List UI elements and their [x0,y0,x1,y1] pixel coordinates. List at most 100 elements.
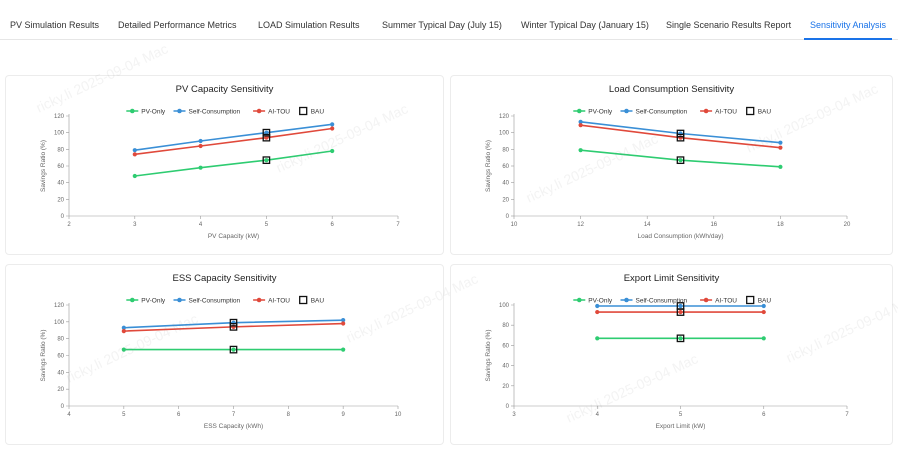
data-point [264,130,269,135]
y-tick-label: 80 [57,337,64,343]
y-axis-title: Savings Ratio (%) [40,329,47,381]
y-tick-label: 40 [57,370,64,376]
data-point [578,148,583,153]
y-tick-label: 80 [57,147,64,153]
tab-winter-typical-day[interactable]: Winter Typical Day (January 15) [521,20,649,30]
legend-label: Self-Consumption [636,297,688,304]
legend-label: AI-TOU [268,297,290,304]
x-tick-label: 9 [341,412,345,418]
legend-label: PV-Only [141,108,166,115]
legend-marker [624,297,629,303]
data-point [341,318,346,323]
data-point [341,321,346,326]
y-tick-label: 0 [506,404,510,410]
data-point [578,119,583,124]
bau-marker [262,128,271,137]
legend-label: Self-Consumption [636,108,688,115]
legend-marker [624,108,629,114]
data-point [198,143,203,149]
x-tick-label: 4 [199,222,203,228]
legend-label: BAU [758,297,772,304]
data-point [231,347,236,352]
x-tick-label: 12 [577,222,584,228]
y-tick-label: 100 [499,131,510,137]
y-tick-label: 60 [57,164,64,170]
x-tick-label: 14 [644,222,651,228]
data-point [330,148,335,154]
legend-label: AI-TOU [715,297,737,304]
data-point [761,336,766,341]
data-point [132,148,137,153]
data-point [198,138,203,144]
x-tick-label: 6 [331,222,335,228]
data-point [678,309,683,315]
x-tick-label: 6 [762,412,766,418]
x-tick-label: 8 [287,412,291,418]
legend-label: BAU [758,108,772,115]
y-tick-label: 20 [57,387,64,393]
y-tick-label: 120 [54,303,65,309]
chart-panel-export-limit: Export Limit Sensitivity PV-Only Self-Con… [450,264,893,445]
tab-summer-typical-day[interactable]: Summer Typical Day (July 15) [382,20,502,30]
x-tick-label: 2 [67,222,71,228]
bau-marker [676,334,685,343]
data-point [132,173,137,179]
chart-title: Load Consumption Sensitivity [608,84,735,95]
data-point [761,303,766,309]
x-tick-label: 5 [265,222,269,228]
tab-sensitivity-analysis[interactable]: Sensitivity Analysis [804,0,892,40]
y-axis-title: Savings Ratio (%) [40,140,47,192]
x-tick-label: 7 [232,412,236,418]
legend-marker [130,297,135,303]
legend-label: BAU [311,108,325,115]
x-tick-label: 10 [395,412,402,418]
data-point [121,347,126,352]
legend-label: AI-TOU [268,108,290,115]
x-axis-title: ESS Capacity (kWh) [204,423,263,430]
legend-label: PV-Only [588,108,613,115]
data-point [778,164,783,169]
legend-label: PV-Only [141,297,166,304]
chart-title: Export Limit Sensitivity [623,273,720,284]
data-point [330,122,335,127]
chart-svg: PV-Only Self-Consumption AI-TOU BAU 0 20 40 60 8… [485,295,849,430]
bau-marker [229,318,238,327]
legend-marker-bau [299,106,308,116]
x-tick-label: 3 [512,412,516,418]
tab-load-simulation-results[interactable]: LOAD Simulation Results [258,20,360,30]
tab-single-scenario-results-report[interactable]: Single Scenario Results Report [666,20,792,30]
data-point [121,325,126,330]
x-tick-label: 7 [845,412,849,418]
y-axis-title: Savings Ratio (%) [485,329,492,381]
legend-marker [256,108,262,114]
bau-marker [262,133,271,142]
data-point [595,336,600,341]
data-point [761,309,766,315]
x-tick-label: 4 [67,412,71,418]
x-tick-label: 4 [596,412,600,418]
series-line-pv-only [134,150,333,177]
legend-marker [177,108,182,114]
data-point [678,303,683,309]
y-tick-label: 40 [502,181,509,187]
data-point [341,347,346,352]
legend-marker [703,108,709,114]
bau-marker [676,129,685,138]
legend-label: AI-TOU [715,108,737,115]
bau-marker [262,156,271,165]
bau-marker [676,156,685,165]
legend-marker-bau [746,106,755,116]
tab-detailed-performance-metrics[interactable]: Detailed Performance Metrics [118,20,237,30]
legend-marker-bau [299,295,308,305]
chart-panel-ess-capacity: ESS Capacity Sensitivity PV-Only Self-Con… [5,264,444,445]
bau-marker [229,345,238,354]
y-tick-label: 80 [502,147,509,153]
data-point [778,140,783,145]
tab-pv-simulation-results[interactable]: PV Simulation Results [10,20,100,30]
data-point [678,336,683,341]
y-tick-label: 100 [54,320,65,326]
y-tick-label: 40 [57,181,64,187]
data-point [595,303,600,309]
x-tick-label: 7 [396,222,400,228]
chart-svg: PV-Only Self-Consumption AI-TOU BAU 0 20 40 60 8… [485,106,851,240]
